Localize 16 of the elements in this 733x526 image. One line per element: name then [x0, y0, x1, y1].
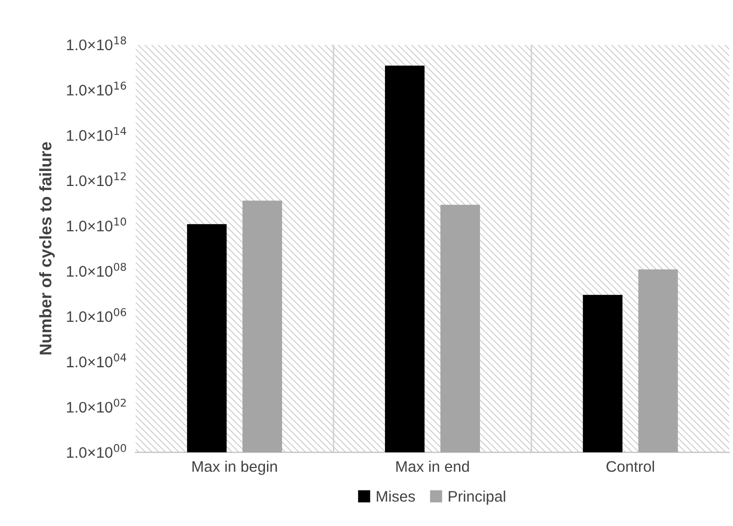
legend-label: Principal — [448, 490, 506, 505]
y-tick-label: 1.0×10$^{02}$ — [67, 398, 126, 413]
y-tick-label: 1.0×10$^{14}$ — [67, 127, 126, 141]
y-tick-label: 1.0×10$^{12}$ — [67, 172, 126, 186]
y-tick-label: 1.0×10$^{08}$ — [67, 262, 126, 277]
y-tick-label: 1.0×10$^{18}$ — [67, 36, 126, 50]
y-tick-label: 1.0×10$^{00}$ — [67, 444, 126, 458]
x-tick-label: Control — [606, 460, 654, 472]
y-tick-label: 1.0×10$^{10}$ — [67, 218, 126, 232]
y-tick-label: 1.0×10$^{06}$ — [67, 308, 126, 322]
y-tick-label: 1.0×10$^{04}$ — [67, 353, 126, 368]
x-tick-label: Max in end — [396, 460, 469, 472]
x-tick-label: Max in begin — [192, 460, 277, 475]
legend-label: Mises — [376, 490, 415, 502]
y-axis-title: Number of cycles to failure — [39, 142, 55, 354]
y-tick-label: 1.0×10$^{16}$ — [67, 82, 126, 96]
